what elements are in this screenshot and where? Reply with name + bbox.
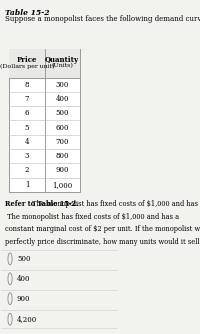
Text: Quantity: Quantity bbox=[45, 56, 79, 64]
Text: constant marginal cost of $2 per unit. If the monopolist were able to: constant marginal cost of $2 per unit. I… bbox=[5, 225, 200, 233]
Text: 800: 800 bbox=[55, 152, 69, 160]
Text: 8: 8 bbox=[25, 81, 29, 89]
Text: 500: 500 bbox=[55, 109, 69, 117]
Text: 400: 400 bbox=[17, 275, 30, 283]
Text: The monopolist has fixed costs of $1,000 and has a: The monopolist has fixed costs of $1,000… bbox=[30, 200, 200, 208]
Text: Price: Price bbox=[17, 56, 37, 64]
Text: (Units): (Units) bbox=[51, 63, 73, 68]
Text: 700: 700 bbox=[55, 138, 69, 146]
Text: 5: 5 bbox=[25, 124, 29, 132]
Text: 600: 600 bbox=[55, 124, 69, 132]
Text: (Dollars per unit): (Dollars per unit) bbox=[0, 63, 54, 68]
Text: 7: 7 bbox=[25, 95, 29, 103]
Text: 4,200: 4,200 bbox=[17, 315, 37, 323]
Text: 500: 500 bbox=[17, 255, 30, 263]
Text: Suppose a monopolist faces the following demand curve:: Suppose a monopolist faces the following… bbox=[5, 15, 200, 23]
Text: 400: 400 bbox=[55, 95, 69, 103]
Text: The monopolist has fixed costs of $1,000 and has a: The monopolist has fixed costs of $1,000… bbox=[5, 213, 180, 221]
Text: 300: 300 bbox=[55, 81, 69, 89]
Text: 2: 2 bbox=[25, 166, 29, 174]
Text: perfectly price discriminate, how many units would it sell?: perfectly price discriminate, how many u… bbox=[5, 238, 200, 246]
Text: 900: 900 bbox=[17, 295, 30, 303]
Bar bbox=[9, 49, 80, 77]
Text: 4: 4 bbox=[25, 138, 29, 146]
Text: 1,000: 1,000 bbox=[52, 181, 72, 189]
Text: Table 15-2: Table 15-2 bbox=[5, 9, 50, 17]
Text: 6: 6 bbox=[25, 109, 29, 117]
Text: 1: 1 bbox=[25, 181, 29, 189]
Text: 3: 3 bbox=[25, 152, 29, 160]
Text: 900: 900 bbox=[55, 166, 69, 174]
Text: Refer to Table 15-2.: Refer to Table 15-2. bbox=[5, 200, 79, 208]
